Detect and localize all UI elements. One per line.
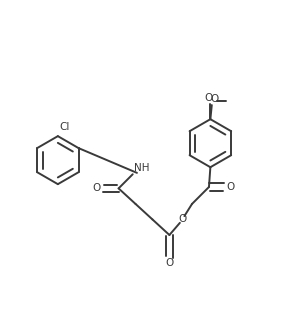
Text: O: O	[211, 94, 219, 104]
Text: O: O	[165, 258, 174, 269]
Text: NH: NH	[134, 163, 149, 173]
Text: O: O	[205, 93, 213, 103]
Text: O: O	[178, 214, 186, 224]
Text: Cl: Cl	[59, 122, 70, 132]
Text: O: O	[227, 182, 235, 192]
Text: O: O	[92, 184, 100, 193]
